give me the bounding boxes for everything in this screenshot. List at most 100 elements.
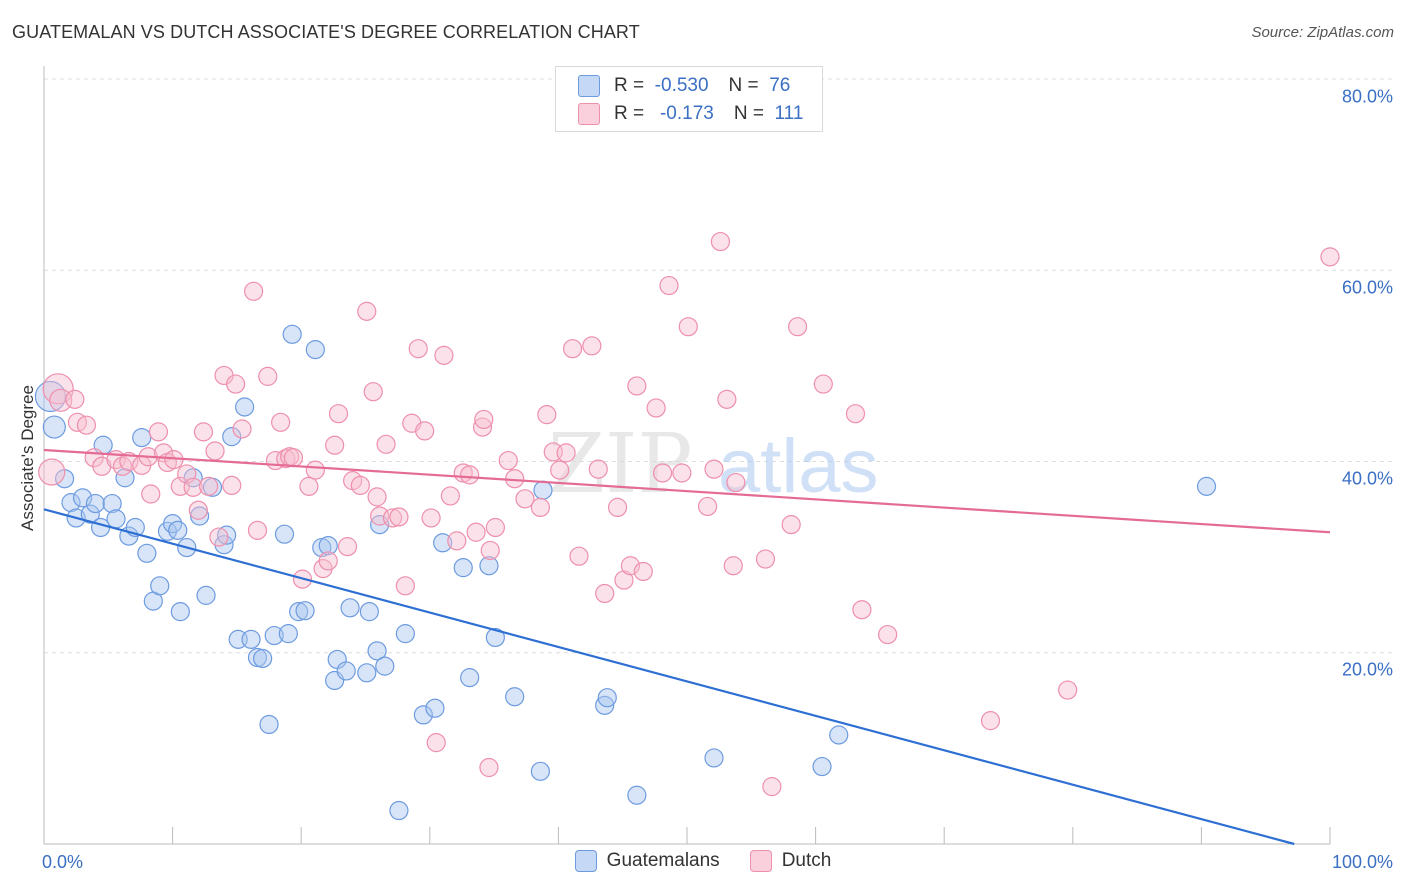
dutch-points (38, 231, 1340, 797)
source-label: Source: ZipAtlas.com (1251, 24, 1394, 41)
n-label: N = (728, 75, 759, 96)
guatemalans-point-1 (42, 415, 66, 439)
dutch-point-54 (389, 507, 409, 527)
dutch-point-110 (1058, 680, 1078, 700)
guatemalans-point-29 (217, 525, 237, 545)
dutch-point-72 (498, 450, 518, 471)
svg-text:ZIP: ZIP (548, 417, 693, 512)
guatemalans-point-58 (425, 698, 445, 718)
dutch-point-10 (119, 451, 139, 472)
guatemalans-point-11 (106, 509, 126, 529)
svg-text:atlas: atlas (718, 424, 879, 509)
dutch-point-32 (258, 366, 278, 386)
dutch-point-14 (148, 422, 169, 442)
guatemalans-point-15 (132, 427, 152, 448)
dutch-point-48 (357, 301, 377, 321)
blue-swatch (574, 850, 597, 872)
y-tick-label-80: 80.0% (1341, 86, 1393, 107)
dutch-point-89 (633, 561, 653, 582)
dutch-point-28 (226, 374, 246, 394)
dutch-point-90 (646, 398, 666, 418)
guatemalans-point-3 (61, 493, 81, 513)
dutch-point-39 (299, 476, 319, 496)
guatemalans-point-43 (305, 340, 325, 360)
dutch-point-45 (337, 537, 358, 557)
dutch-point-57 (408, 339, 428, 359)
dutch-point-95 (697, 496, 718, 517)
dutch-point-24 (205, 441, 225, 461)
dutch-point-69 (479, 757, 499, 778)
guatemalans-point-22 (170, 602, 190, 622)
n-value: 111 (774, 103, 804, 124)
legend-label: Guatemalans (606, 850, 720, 871)
dutch-point-29 (232, 419, 252, 439)
guatemalans-point-66 (533, 480, 553, 500)
dutch-point-76 (537, 405, 557, 425)
guatemalans-point-21 (168, 520, 188, 540)
guatemalans-point-16 (137, 543, 157, 563)
dutch-point-99 (723, 556, 743, 576)
guatemalans-point-10 (102, 493, 122, 514)
guatemalans-point-54 (375, 656, 395, 676)
trend-lines (43, 448, 1331, 846)
guatemalans-point-51 (359, 602, 379, 622)
guatemalans-point-52 (367, 641, 387, 661)
guatemalans-point-70 (704, 748, 724, 768)
axes (43, 66, 1331, 845)
guatemalans-points (34, 324, 1217, 821)
grid-lines (44, 78, 1392, 654)
guatemalans-point-42 (295, 601, 315, 621)
dutch-point-34 (271, 412, 291, 432)
guatemalans-point-35 (253, 648, 273, 669)
guatemalans-point-59 (433, 533, 453, 553)
dutch-point-106 (845, 404, 866, 424)
pink-swatch (578, 103, 600, 125)
guatemalans-point-30 (222, 427, 242, 447)
dutch-point-84 (595, 583, 615, 604)
dutch-point-85 (607, 497, 628, 517)
dutch-point-78 (550, 460, 570, 480)
guatemalans-point-48 (336, 661, 356, 681)
correlation-legend: R = -0.530 N = 76 R = -0.173 N = 111 (555, 66, 823, 132)
guatemalans-point-32 (235, 397, 255, 417)
dutch-point-96 (704, 459, 724, 479)
dutch-point-52 (376, 434, 396, 454)
dutch-point-97 (710, 231, 731, 252)
dutch-point-94 (678, 317, 698, 337)
watermark: ZIP atlas (548, 417, 879, 512)
guatemalans-point-33 (241, 629, 261, 649)
dutch-point-62 (440, 486, 460, 506)
y-tick-label-60: 60.0% (1341, 277, 1393, 298)
dutch-point-13 (141, 484, 161, 504)
legend-row-guatemalans: R = -0.530 N = 76 (578, 72, 790, 100)
guatemalans-point-6 (80, 504, 100, 524)
dutch-point-83 (588, 459, 608, 479)
guatemalans-point-62 (479, 556, 499, 576)
dutch-point-47 (350, 475, 370, 496)
dutch-point-44 (328, 404, 349, 424)
dutch-point-74 (515, 489, 535, 509)
dutch-point-71 (485, 517, 505, 538)
dutch-point-60 (426, 733, 446, 753)
dutch-point-68 (474, 409, 494, 430)
dutch-point-53 (382, 508, 403, 528)
n-label: N = (733, 103, 764, 124)
dutch-point-22 (193, 422, 214, 442)
dutch-point-37 (283, 448, 304, 468)
guatemalans-point-72 (829, 725, 849, 745)
dutch-point-55 (395, 576, 415, 596)
guatemalans-point-61 (460, 668, 480, 688)
dutch-point-82 (582, 336, 602, 356)
y-axis-label: Associate's Degree (18, 385, 37, 531)
guatemalans-point-38 (274, 524, 295, 544)
r-value: -0.173 (659, 103, 714, 124)
dutch-point-43 (325, 435, 345, 455)
guatemalans-point-65 (530, 761, 550, 781)
n-value: 76 (769, 75, 791, 96)
guatemalans-point-37 (264, 625, 284, 646)
dutch-point-23 (199, 476, 219, 496)
dutch-point-65 (460, 465, 480, 485)
dutch-point-63 (447, 531, 467, 551)
guatemalans-point-63 (485, 627, 505, 648)
